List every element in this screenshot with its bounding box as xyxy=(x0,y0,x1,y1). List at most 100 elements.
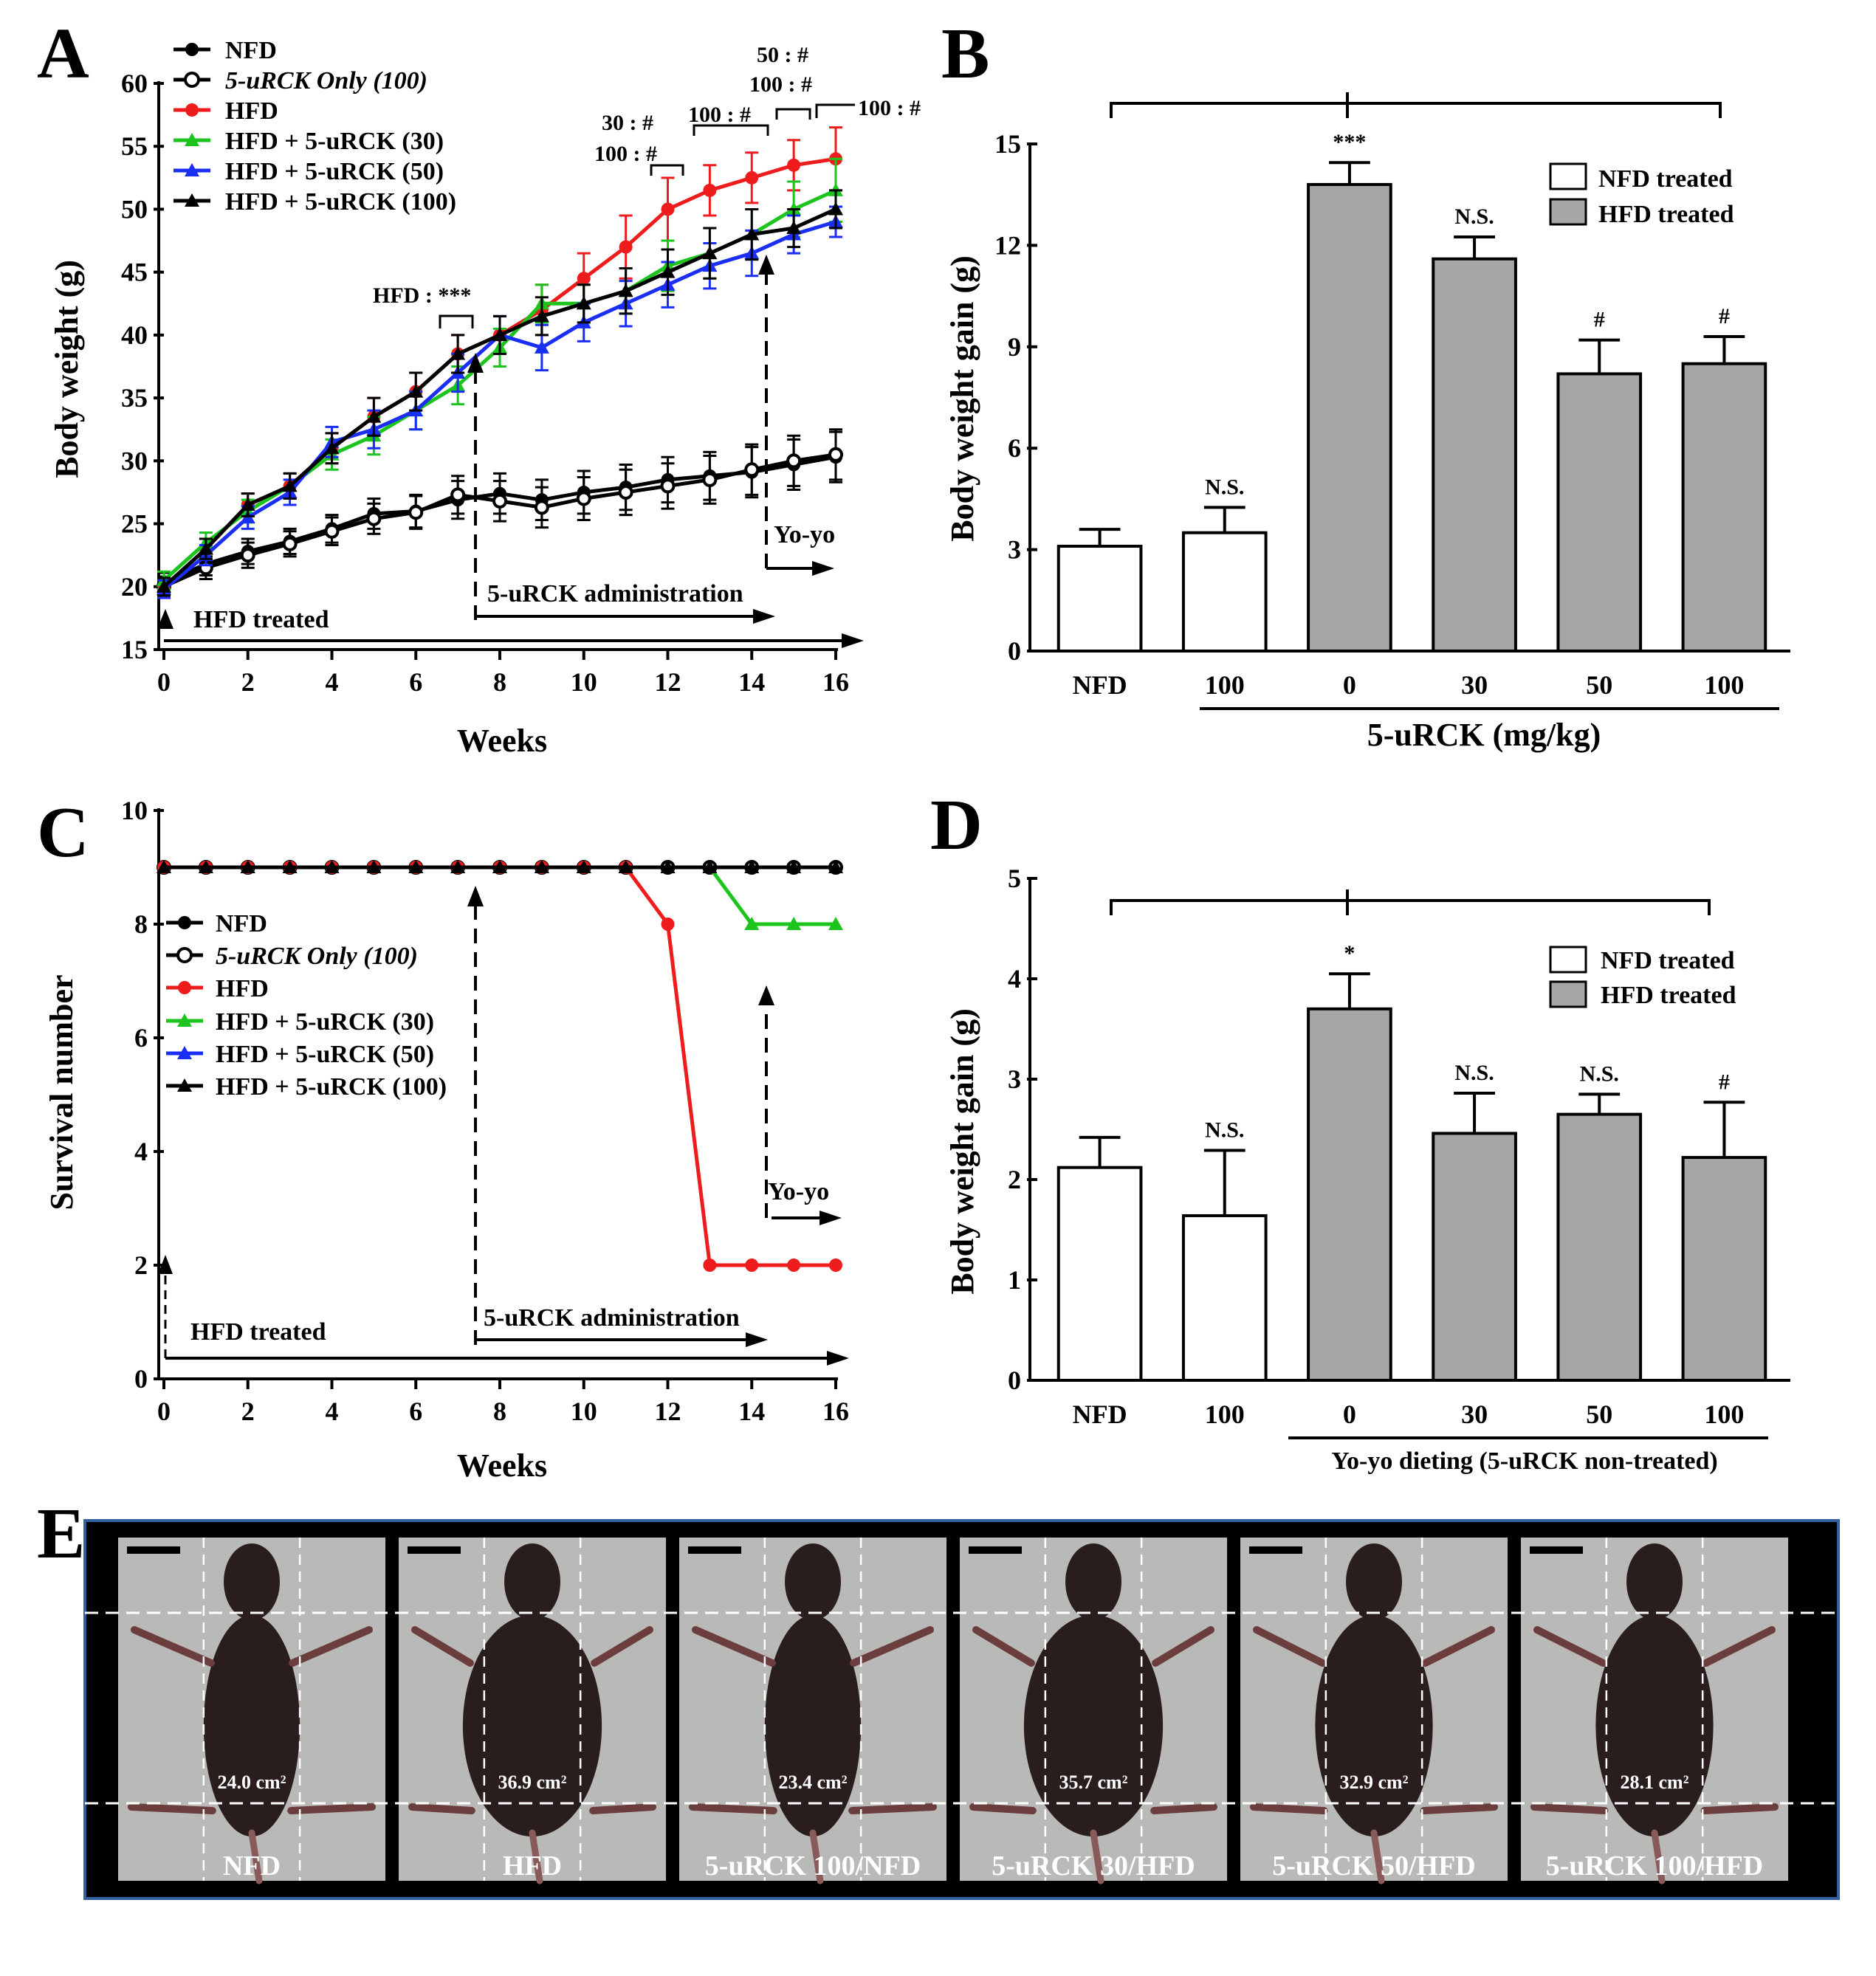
point-a-HFD-11 xyxy=(619,240,633,254)
point-c-HFD30-15 xyxy=(786,917,802,930)
point-a-HFD-13 xyxy=(703,183,717,197)
mouse-arm-left-4 xyxy=(1253,1626,1327,1667)
legend-d-nfd-label: NFD treated xyxy=(1601,947,1735,974)
xtick-label-c-8: 8 xyxy=(493,1397,506,1426)
legend-a-hfd50-label: HFD + 5-uRCK (50) xyxy=(225,158,444,185)
point-c-HFD100-5 xyxy=(366,860,382,873)
point-a-HFD100-0 xyxy=(157,579,171,593)
legend-c-hfd50: HFD + 5-uRCK (50) xyxy=(166,1041,434,1068)
point-a-HFD100-9 xyxy=(534,309,549,323)
mouse-arm-left-2 xyxy=(692,1626,776,1667)
annotation-hfd-significance: HFD : *** xyxy=(373,283,471,308)
ytick-label-a-20: 20 xyxy=(121,572,148,602)
annotation-w12-30: 30 : # xyxy=(602,111,653,135)
series-a-uRCK_only xyxy=(157,428,843,598)
mouse-body-2 xyxy=(764,1615,862,1836)
legend-a-hfd30-label: HFD + 5-uRCK (30) xyxy=(225,128,444,155)
ytick-label-d-2: 2 xyxy=(1008,1165,1021,1194)
panel-letter-c: C xyxy=(37,793,89,872)
point-c-HFD100-2 xyxy=(240,860,255,873)
group-label-b: 5-uRCK (mg/kg) xyxy=(1367,717,1601,753)
xtick-label-a-10: 10 xyxy=(571,667,597,697)
ytick-label-b-6: 6 xyxy=(1008,433,1021,463)
point-c-HFD100-9 xyxy=(534,860,549,873)
legend-a-hfd100: HFD + 5-uRCK (100) xyxy=(173,188,456,216)
scale-bar-4 xyxy=(1249,1546,1302,1554)
legend-a-hfd30: HFD + 5-uRCK (30) xyxy=(173,128,444,155)
photo-tile-1: 36.9 cm² HFD xyxy=(399,1538,666,1884)
bracket-w16 xyxy=(815,103,855,118)
point-a-uRCK_only-8 xyxy=(492,493,507,509)
legend-a-hfd50: HFD + 5-uRCK (50) xyxy=(173,158,444,185)
label-c-hfd-treated: HFD treated xyxy=(190,1318,326,1346)
bar-rect-d-5 xyxy=(1681,1156,1767,1382)
ytick-label-c-0: 0 xyxy=(134,1364,148,1394)
bar-category-b-1: 100 xyxy=(1205,670,1245,700)
legend-c-hfd: HFD xyxy=(166,975,269,1002)
bar-d-4: N.S. 50 xyxy=(1556,1061,1643,1429)
point-c-HFD-13 xyxy=(703,1259,717,1272)
axis-a-xlabel: Weeks xyxy=(457,723,547,759)
bar-sig-label-d-1: N.S. xyxy=(1205,1118,1244,1143)
panel-e-photo-strip: 24.0 cm² NFD 36.9 cm² HFD 23.4 cm² 5-uRCK 100… xyxy=(83,1519,1840,1900)
scale-bar-3 xyxy=(969,1546,1022,1554)
mouse-arm-right-2 xyxy=(850,1626,934,1667)
mouse-tail-5 xyxy=(1651,1829,1666,1884)
point-a-HFD100-15 xyxy=(786,221,802,235)
mouse-leg-right-5 xyxy=(1700,1803,1779,1814)
point-a-uRCK_only-5 xyxy=(366,511,382,526)
bar-rect-b-2 xyxy=(1307,182,1392,653)
bar-rect-b-4 xyxy=(1556,372,1643,653)
group-label-d: Yo-yo dieting (5-uRCK non-treated) xyxy=(1331,1447,1718,1475)
bar-sig-label-b-2: *** xyxy=(1333,130,1366,154)
axis-c-ticks: 0 2 4 6 8 10 12 14 16 0 2 4 6 8 10 xyxy=(121,796,849,1426)
point-a-HFD100-8 xyxy=(492,327,507,341)
bar-category-d-5: 100 xyxy=(1704,1400,1744,1429)
bracket-w12 xyxy=(650,164,684,176)
arrow-c-hfd-head xyxy=(158,1255,173,1274)
series-line-a-HFD xyxy=(162,156,836,588)
bar-rect-b-3 xyxy=(1432,257,1517,653)
point-c-HFD-16 xyxy=(829,1259,842,1272)
mouse-leg-left-0 xyxy=(128,1803,216,1814)
panel-c-line-chart: 0 2 4 6 8 10 12 14 16 0 2 4 6 8 10 Weeks Survival numb… xyxy=(44,796,849,1484)
legend-c-hfd100-marker xyxy=(177,1078,192,1092)
bar-category-b-2: 0 xyxy=(1343,670,1356,700)
arrow-c-yoyo-arrowhead xyxy=(820,1211,842,1225)
point-a-uRCK_only-7 xyxy=(450,487,466,503)
ytick-label-d-1: 1 xyxy=(1008,1265,1021,1295)
mouse-head-1 xyxy=(504,1543,560,1620)
series-a-HFD50 xyxy=(157,205,843,599)
legend-a-urck-only: 5-uRCK Only (100) xyxy=(173,67,427,94)
legend-a-hfd-marker xyxy=(185,103,199,117)
bar-category-d-4: 50 xyxy=(1586,1400,1612,1429)
legend-c-hfd30: HFD + 5-uRCK (30) xyxy=(166,1008,434,1036)
point-c-HFD100-0 xyxy=(157,860,171,873)
bar-d-1: N.S. 100 xyxy=(1181,1118,1268,1429)
point-a-uRCK_only-15 xyxy=(786,453,802,469)
area-label-3: 35.7 cm² xyxy=(1059,1772,1128,1793)
arrows-c: Yo-yo 5-uRCK administration HFD treated xyxy=(158,886,849,1366)
legend-c-hfd100-label: HFD + 5-uRCK (100) xyxy=(216,1073,447,1101)
label-a-admin: 5-uRCK administration xyxy=(487,580,743,607)
xtick-label-a-2: 2 xyxy=(241,667,255,697)
mouse-arm-right-1 xyxy=(591,1626,653,1667)
ytick-label-b-12: 12 xyxy=(994,230,1021,260)
legend-c-hfd50-label: HFD + 5-uRCK (50) xyxy=(216,1041,434,1068)
annotation-w13: 100 : # xyxy=(688,103,751,127)
scale-bar-2 xyxy=(688,1546,741,1554)
xtick-label-a-16: 16 xyxy=(822,667,849,697)
ytick-label-c-4: 4 xyxy=(134,1137,148,1166)
bar-d-0: NFD xyxy=(1056,1135,1143,1429)
legend-a-nfd: NFD xyxy=(173,37,277,64)
point-a-HFD100-5 xyxy=(366,409,382,423)
point-a-uRCK_only-4 xyxy=(324,523,340,539)
point-a-HFD-14 xyxy=(745,171,759,185)
xtick-label-a-12: 12 xyxy=(655,667,681,697)
bar-category-d-3: 30 xyxy=(1461,1400,1488,1429)
mouse-body-1 xyxy=(462,1615,602,1836)
bar-category-d-2: 0 xyxy=(1343,1400,1356,1429)
xtick-label-c-4: 4 xyxy=(326,1397,339,1426)
